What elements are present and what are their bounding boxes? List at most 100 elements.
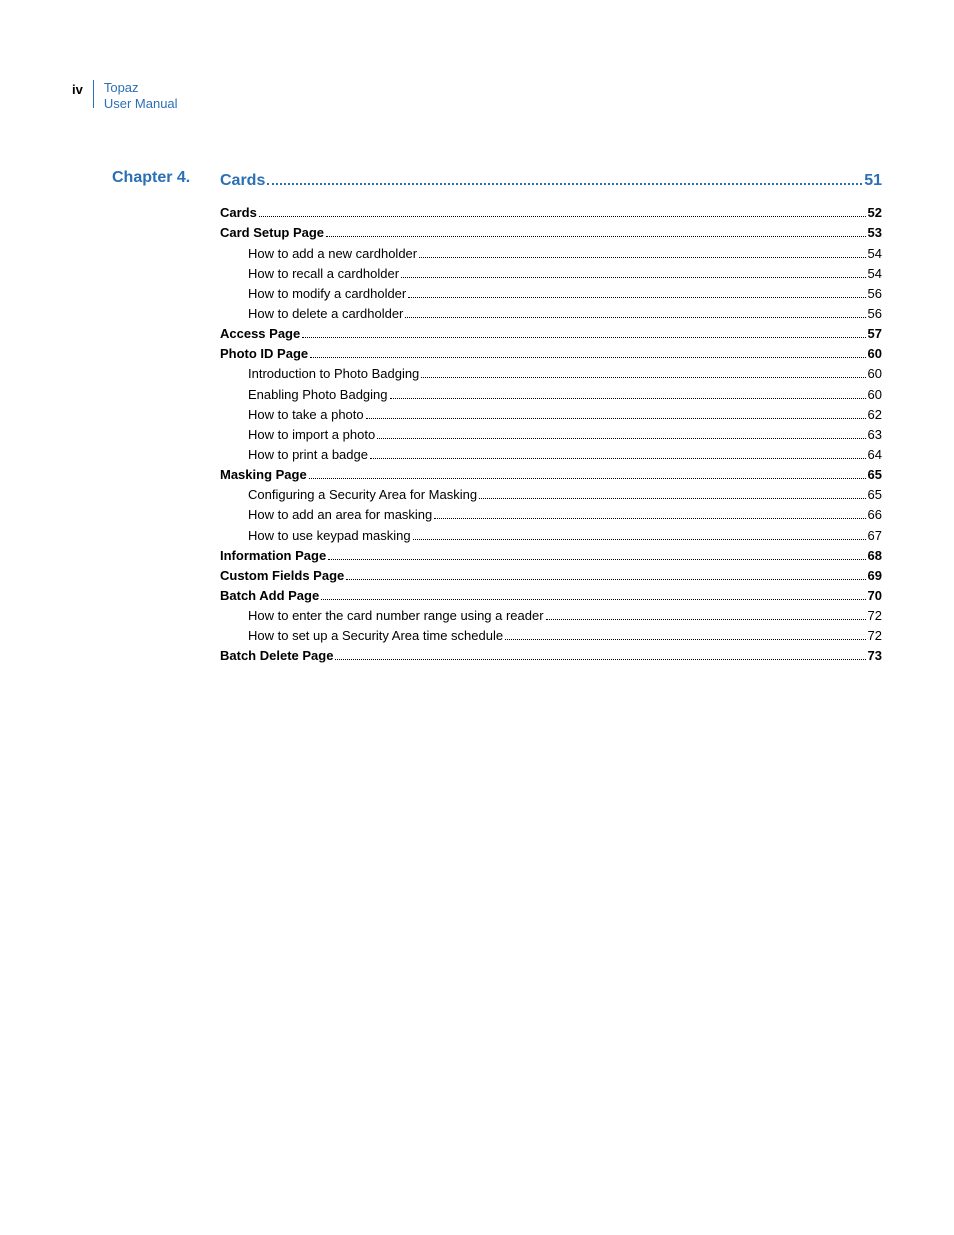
toc-entry[interactable]: Enabling Photo Badging 60 [220,385,882,405]
toc-entry[interactable]: How to add a new cardholder 54 [220,244,882,264]
toc-entry[interactable]: Information Page 68 [220,546,882,566]
toc-entry-label: How to recall a cardholder [248,264,399,284]
toc-entry-label: Card Setup Page [220,223,324,243]
leader-dots [421,367,865,378]
toc-entry-label: Cards [220,203,257,223]
toc-entry[interactable]: Batch Add Page 70 [220,586,882,606]
toc-entry[interactable]: How to recall a cardholder 54 [220,264,882,284]
leader-dots [408,287,865,298]
toc-entry-label: How to set up a Security Area time sched… [248,626,503,646]
toc-entry[interactable]: How to take a photo 62 [220,405,882,425]
toc-entry-page: 72 [868,606,882,626]
leader-dots [259,206,866,217]
toc-entry-label: How to modify a cardholder [248,284,406,304]
leader-dots [302,327,865,338]
toc-entry-page: 60 [868,364,882,384]
toc-entry[interactable]: Masking Page 65 [220,465,882,485]
product-name: Topaz [104,80,178,96]
table-of-contents: Chapter 4. Cards 51 Cards52Card Setup Pa… [72,169,882,667]
chapter-label: Chapter 4. [72,169,220,187]
toc-entry[interactable]: Batch Delete Page73 [220,646,882,666]
toc-entry-page: 63 [868,425,882,445]
page-number: iv [72,80,83,97]
toc-entry-page: 56 [868,284,882,304]
leader-dots [401,267,866,278]
page-header: iv Topaz User Manual [72,80,882,113]
leader-dots [370,448,866,459]
document-name: User Manual [104,96,178,112]
leader-dots [310,347,865,358]
leader-dots [405,307,865,318]
leader-dots [413,529,866,540]
leader-dots [366,408,866,419]
toc-entry[interactable]: How to enter the card number range using… [220,606,882,626]
leader-dots [326,226,866,237]
leader-dots [267,171,862,185]
leader-dots [346,569,865,580]
leader-dots [328,549,865,560]
toc-entry-label: How to add an area for masking [248,505,432,525]
toc-entry-page: 69 [868,566,882,586]
chapter-title: Cards [220,169,265,194]
toc-entry-label: How to delete a cardholder [248,304,403,324]
toc-entry[interactable]: How to delete a cardholder 56 [220,304,882,324]
toc-entry[interactable]: How to add an area for masking 66 [220,505,882,525]
leader-dots [309,468,866,479]
leader-dots [505,629,865,640]
toc-entry-label: Configuring a Security Area for Masking [248,485,477,505]
toc-entry-page: 54 [868,244,882,264]
toc-entries: Cards 51 Cards52Card Setup Page53How to … [220,169,882,667]
toc-entry[interactable]: Configuring a Security Area for Masking6… [220,485,882,505]
leader-dots [479,488,865,499]
chapter-page: 51 [864,169,882,194]
toc-entry-page: 65 [868,465,882,485]
leader-dots [546,609,866,620]
toc-entry[interactable]: Card Setup Page 53 [220,223,882,243]
toc-entry-label: Access Page [220,324,300,344]
toc-entry-label: Batch Add Page [220,586,319,606]
toc-entry-page: 64 [868,445,882,465]
toc-entry[interactable]: Photo ID Page 60 [220,344,882,364]
toc-entry-label: Photo ID Page [220,344,308,364]
toc-entry-label: How to enter the card number range using… [248,606,544,626]
toc-entry[interactable]: How to import a photo 63 [220,425,882,445]
toc-entry[interactable]: How to modify a cardholder 56 [220,284,882,304]
chapter-title-row[interactable]: Cards 51 [220,169,882,194]
toc-entry-label: How to print a badge [248,445,368,465]
toc-entry[interactable]: Introduction to Photo Badging 60 [220,364,882,384]
toc-entry-label: Enabling Photo Badging [248,385,388,405]
toc-entry-page: 57 [868,324,882,344]
toc-entry-label: How to import a photo [248,425,375,445]
toc-entry-page: 53 [868,223,882,243]
toc-entry-page: 56 [868,304,882,324]
toc-entry-label: Introduction to Photo Badging [248,364,419,384]
toc-entry-label: Information Page [220,546,326,566]
toc-entry-label: How to add a new cardholder [248,244,417,264]
header-divider [93,80,94,108]
leader-dots [434,508,865,519]
header-titles: Topaz User Manual [104,80,178,113]
toc-entry-page: 66 [868,505,882,525]
toc-entry-label: How to take a photo [248,405,364,425]
toc-entry-label: Masking Page [220,465,307,485]
toc-entry[interactable]: How to use keypad masking67 [220,526,882,546]
toc-entry-page: 70 [868,586,882,606]
toc-entry-page: 67 [868,526,882,546]
leader-dots [419,247,865,258]
toc-entry-page: 60 [868,385,882,405]
toc-entry[interactable]: How to set up a Security Area time sched… [220,626,882,646]
toc-entry-page: 62 [868,405,882,425]
leader-dots [335,649,865,660]
toc-entry-page: 72 [868,626,882,646]
toc-entry-page: 54 [868,264,882,284]
toc-entry[interactable]: Cards 52 [220,203,882,223]
leader-dots [321,589,865,600]
toc-entry[interactable]: How to print a badge 64 [220,445,882,465]
toc-entry[interactable]: Custom Fields Page 69 [220,566,882,586]
toc-entry-page: 68 [868,546,882,566]
toc-entry-page: 73 [868,646,882,666]
toc-entry-label: Custom Fields Page [220,566,344,586]
toc-entry[interactable]: Access Page 57 [220,324,882,344]
toc-entry-page: 52 [868,203,882,223]
toc-entry-page: 60 [868,344,882,364]
